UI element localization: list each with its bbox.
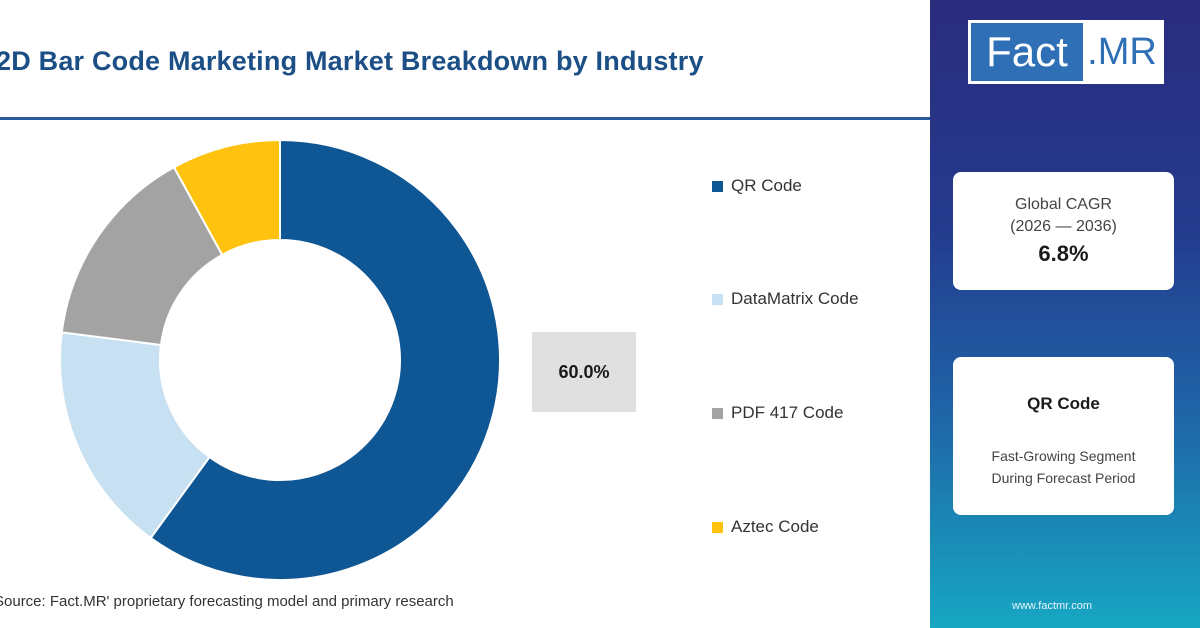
logo-mr-text: .MR — [1083, 23, 1161, 81]
legend-swatch-aztec-code — [712, 521, 723, 533]
side-panel — [930, 0, 1200, 628]
legend-item-pdf-417-code: PDF 417 Code — [712, 403, 843, 423]
legend-item-aztec-code: Aztec Code — [712, 517, 819, 537]
segment-card: QR Code Fast-Growing Segment During Fore… — [953, 357, 1174, 515]
donut-slice-datamatrix-code — [59, 331, 211, 540]
legend-swatch-qr-code — [712, 180, 723, 192]
qr-share-callout: 60.0% — [532, 332, 636, 412]
donut-chart — [59, 138, 501, 581]
cagr-label: Global CAGR — [1015, 196, 1112, 213]
source-note: Source: Fact.MR' proprietary forecasting… — [0, 593, 454, 610]
factmr-logo: Fact .MR — [968, 20, 1164, 84]
legend-label-qr-code: QR Code — [731, 176, 802, 195]
title-divider — [0, 117, 930, 120]
donut-slice-aztec-code — [172, 138, 281, 257]
legend-label-pdf-417-code: PDF 417 Code — [731, 403, 844, 422]
donut-slice-qr-code — [149, 138, 501, 581]
segment-description: Fast-Growing Segment During Forecast Per… — [953, 445, 1174, 489]
legend-swatch-datamatrix-code — [712, 293, 723, 305]
legend-label-datamatrix-code: DataMatrix Code — [731, 289, 859, 308]
legend-swatch-pdf-417-code — [712, 407, 723, 419]
website-url: www.factmr.com — [1012, 600, 1093, 612]
legend-item-datamatrix-code: DataMatrix Code — [712, 289, 859, 309]
segment-desc-line-1: Fast-Growing Segment — [991, 448, 1136, 464]
segment-desc-line-2: During Forecast Period — [991, 470, 1136, 486]
chart-title: 2D Bar Code Marketing Market Breakdown b… — [0, 46, 704, 76]
segment-name: QR Code — [1027, 394, 1100, 413]
cagr-card: Global CAGR (2026 — 2036) 6.8% — [953, 172, 1174, 290]
cagr-value: 6.8% — [1038, 241, 1089, 266]
main-panel: 2D Bar Code Marketing Market Breakdown b… — [0, 46, 930, 610]
legend-item-qr-code: QR Code — [712, 176, 802, 196]
logo-fact-text: Fact — [971, 23, 1083, 81]
cagr-years: (2026 — 2036) — [1010, 218, 1117, 235]
legend-label-aztec-code: Aztec Code — [731, 517, 819, 536]
